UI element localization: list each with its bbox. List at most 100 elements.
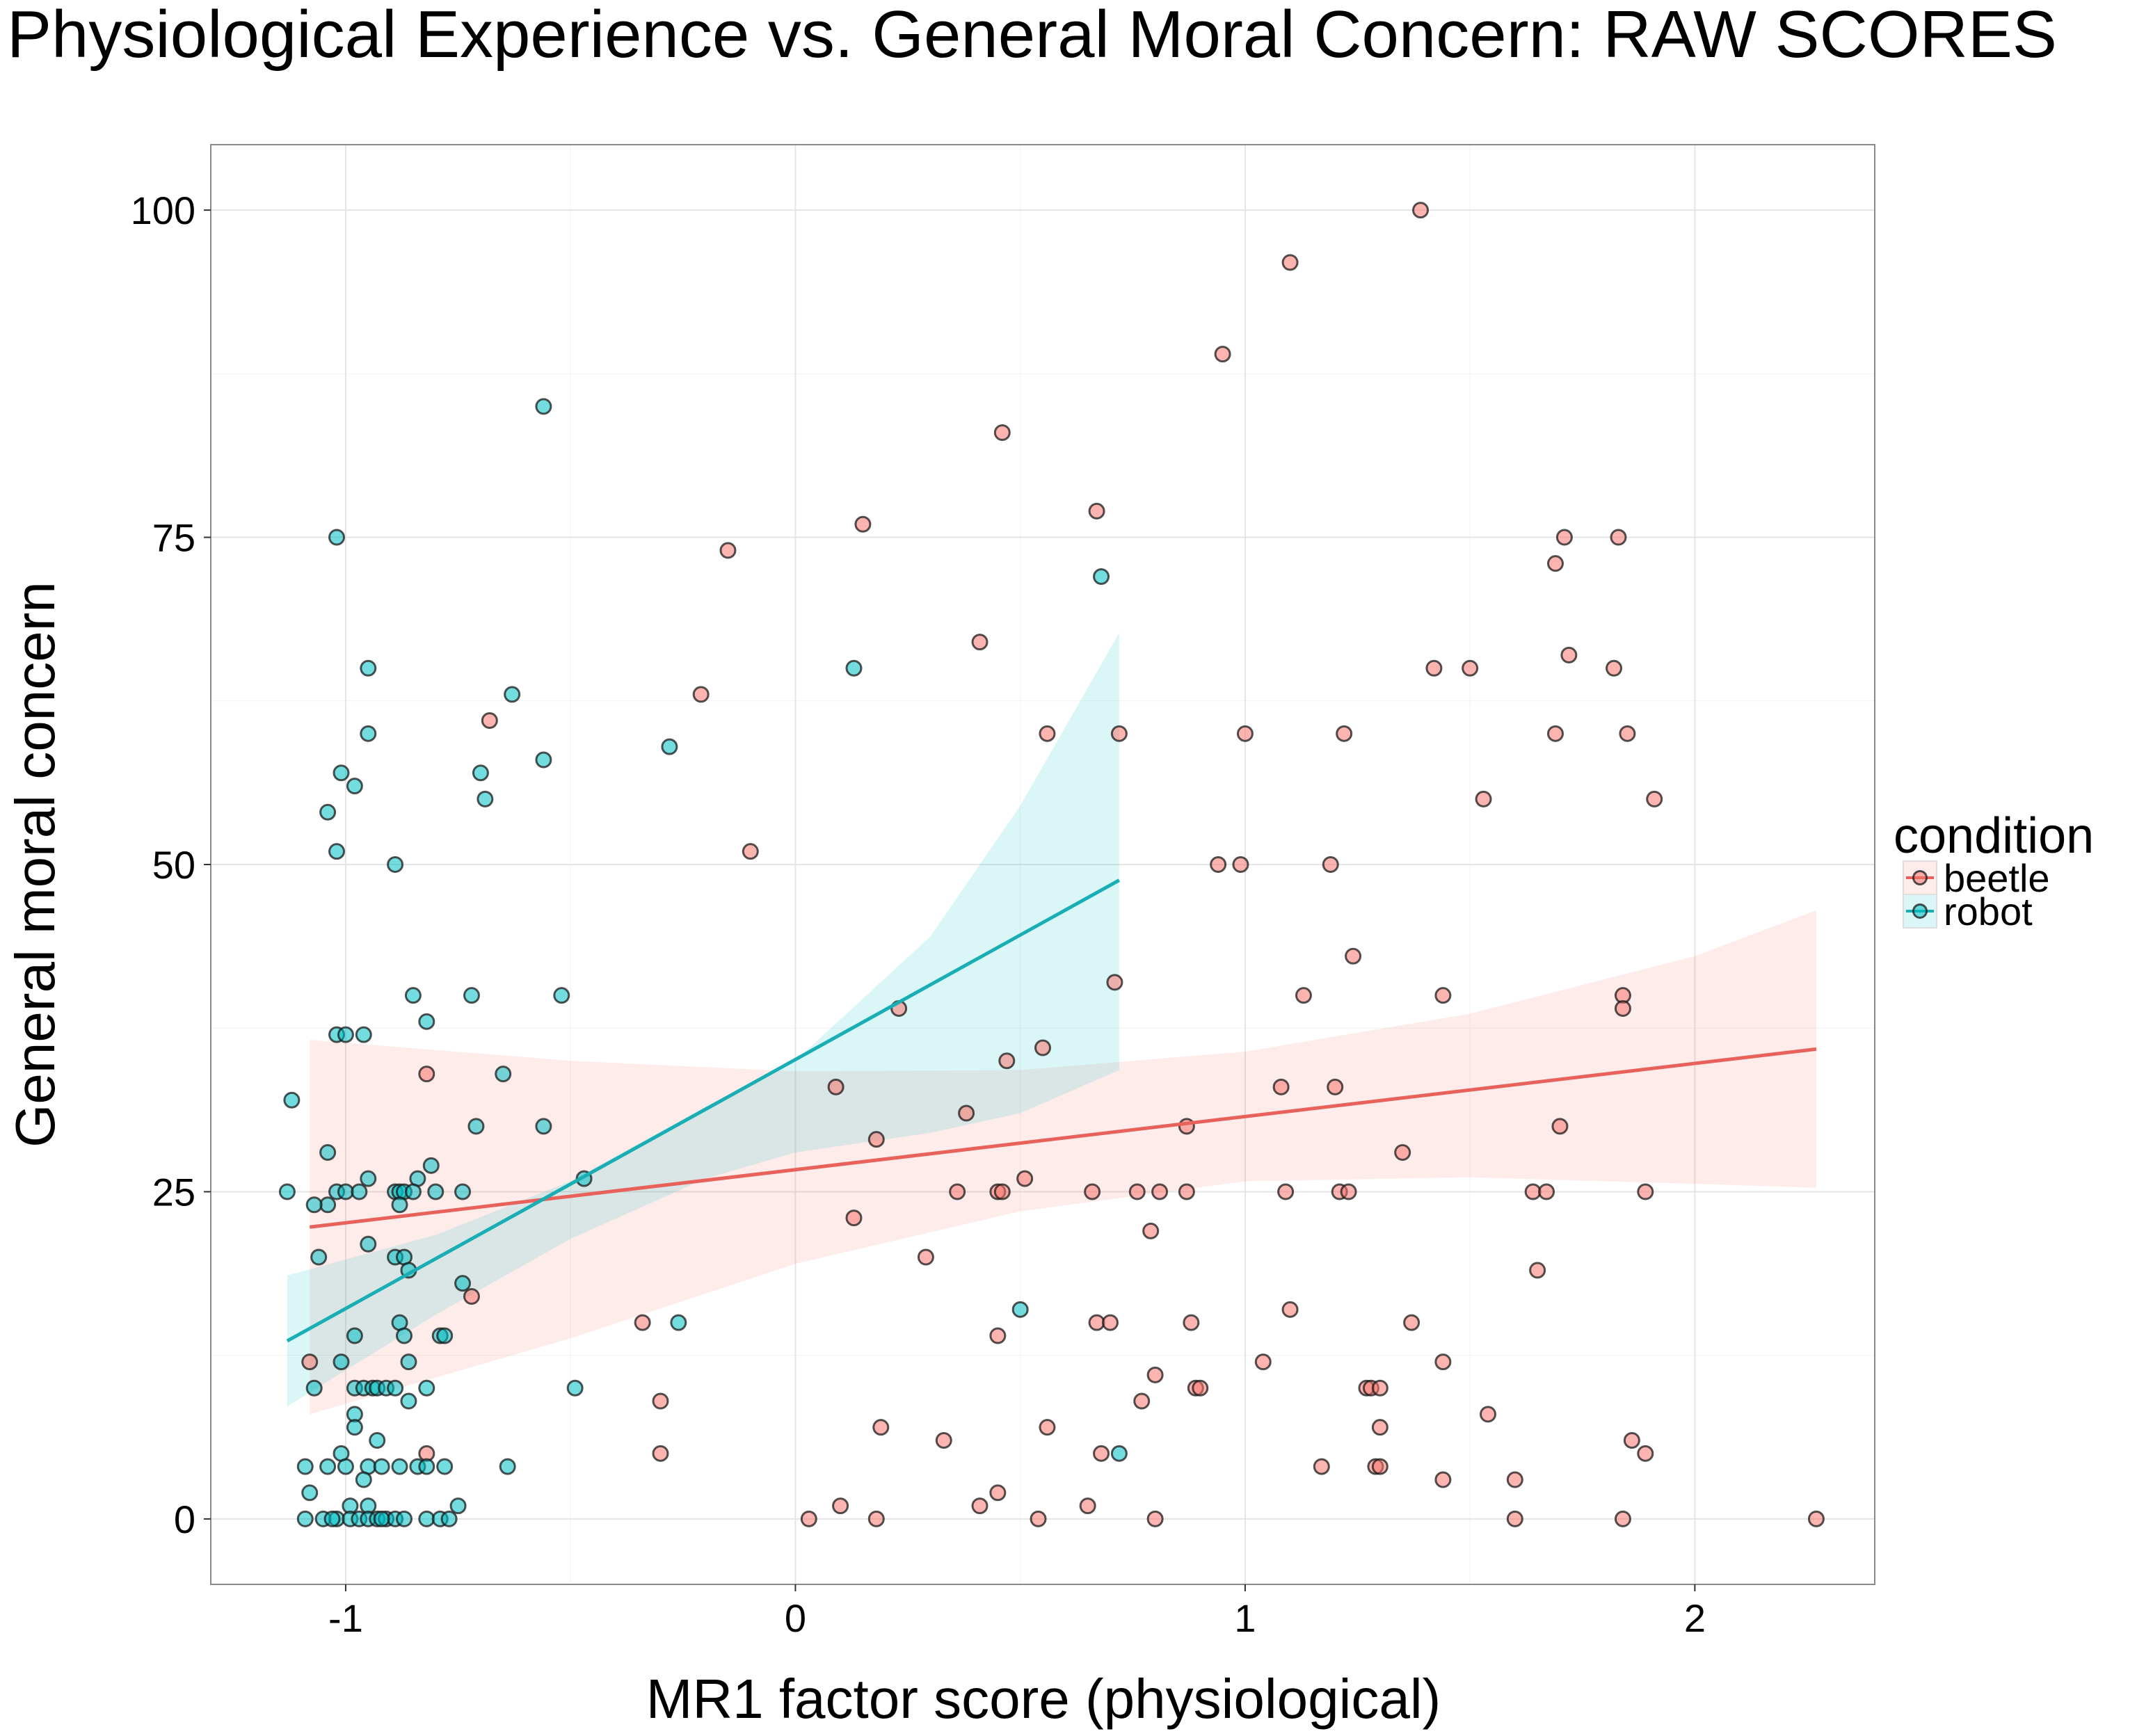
- robot-point: [373, 1510, 390, 1527]
- beetle-point: [827, 1078, 845, 1095]
- robot-point: [319, 1144, 337, 1161]
- beetle-point: [1529, 1262, 1546, 1279]
- robot-point: [1110, 1445, 1128, 1462]
- beetle-point: [1214, 346, 1231, 363]
- x-tick-label: 2: [1684, 1596, 1706, 1640]
- beetle-point: [935, 1432, 952, 1449]
- beetle-point: [1619, 725, 1636, 742]
- beetle-point: [418, 1066, 435, 1083]
- robot-point: [440, 1510, 458, 1527]
- fit-lines: [286, 878, 1817, 1343]
- robot-point: [418, 1510, 435, 1527]
- x-tick-label: 1: [1234, 1596, 1256, 1640]
- beetle-point: [993, 1183, 1011, 1200]
- beetle-point: [652, 1392, 669, 1410]
- beetle-point: [1232, 856, 1249, 873]
- beetle-point: [1555, 529, 1573, 546]
- robot-point: [391, 1196, 408, 1214]
- robot-point: [400, 1392, 417, 1410]
- beetle-point: [1128, 1183, 1146, 1200]
- beetle-point: [1371, 1379, 1388, 1397]
- beetle-point: [1133, 1392, 1151, 1410]
- beetle-point: [1322, 856, 1339, 873]
- robot-point: [449, 1497, 467, 1515]
- robot-point: [355, 1471, 372, 1488]
- y-tick-label: 25: [152, 1170, 195, 1214]
- robot-point: [355, 1026, 372, 1043]
- y-tick-label: 0: [174, 1497, 195, 1541]
- beetle-point: [989, 1327, 1007, 1344]
- beetle-point: [1183, 1314, 1200, 1331]
- beetle-point: [872, 1419, 890, 1436]
- robot-point: [467, 1118, 485, 1135]
- beetle-point: [1313, 1458, 1330, 1475]
- beetle-point: [1039, 1419, 1056, 1436]
- beetle-point: [949, 1183, 966, 1200]
- beetle-point: [1272, 1078, 1290, 1095]
- robot-fit-line: [286, 878, 1121, 1343]
- robot-point: [296, 1458, 314, 1475]
- x-axis-title: MR1 factor score (physiological): [646, 1668, 1441, 1730]
- robot-point: [418, 1458, 435, 1475]
- robot-point: [436, 1458, 454, 1475]
- beetle-point: [1506, 1471, 1523, 1488]
- robot-point: [454, 1275, 472, 1292]
- legend-title: condition: [1894, 808, 2094, 864]
- beetle-point: [1336, 725, 1353, 742]
- beetle-point: [719, 542, 737, 559]
- robot-point: [278, 1183, 296, 1200]
- beetle-point: [845, 1209, 863, 1227]
- beetle-point: [742, 843, 759, 860]
- robot-point: [404, 1183, 422, 1200]
- y-axis-title: General moral concern: [4, 581, 66, 1148]
- beetle-point: [1434, 1471, 1452, 1488]
- beetle-point: [1623, 1432, 1640, 1449]
- robot-point: [387, 856, 404, 873]
- beetle-point: [1371, 1458, 1388, 1475]
- robot-point: [305, 1379, 323, 1397]
- beetle-point: [1394, 1144, 1411, 1161]
- robot-point: [535, 751, 552, 769]
- robot-point: [535, 398, 552, 415]
- robot-point: [337, 1026, 354, 1043]
- robot-point: [387, 1379, 404, 1397]
- robot-point: [400, 1353, 417, 1371]
- beetle-point: [1210, 856, 1227, 873]
- beetle-point: [1093, 1445, 1110, 1462]
- robot-point: [323, 1510, 341, 1527]
- beetle-point: [1088, 502, 1105, 520]
- beetle-point: [1403, 1314, 1420, 1331]
- beetle-point: [1637, 1445, 1654, 1462]
- beetle-point: [463, 1288, 480, 1305]
- robot-point: [472, 764, 489, 782]
- robot-point: [418, 1379, 435, 1397]
- beetle-point: [692, 686, 710, 703]
- beetle-point: [971, 634, 989, 651]
- beetle-fit-line: [309, 1047, 1817, 1229]
- beetle-point: [1606, 659, 1623, 677]
- robot-point: [296, 1510, 314, 1527]
- robot-point: [661, 738, 678, 755]
- robot-point: [319, 803, 337, 821]
- beetle-point: [1236, 725, 1254, 742]
- beetle-point: [958, 1104, 975, 1122]
- beetle-point: [1295, 987, 1312, 1004]
- robot-point: [391, 1458, 408, 1475]
- robot-point: [369, 1432, 386, 1449]
- beetle-point: [1151, 1183, 1169, 1200]
- legend-point-robot: [1912, 903, 1928, 919]
- beetle-point: [1146, 1366, 1164, 1383]
- robot-point: [395, 1327, 413, 1344]
- beetle-point: [1327, 1078, 1344, 1095]
- robot-point: [670, 1314, 687, 1331]
- beetle-point: [1434, 1353, 1452, 1371]
- beetle-point: [800, 1510, 817, 1527]
- data-points: [278, 202, 1825, 1527]
- robot-point: [305, 1196, 323, 1214]
- beetle-point: [1614, 1510, 1631, 1527]
- beetle-point: [1462, 659, 1479, 677]
- beetle-point: [1084, 1183, 1101, 1200]
